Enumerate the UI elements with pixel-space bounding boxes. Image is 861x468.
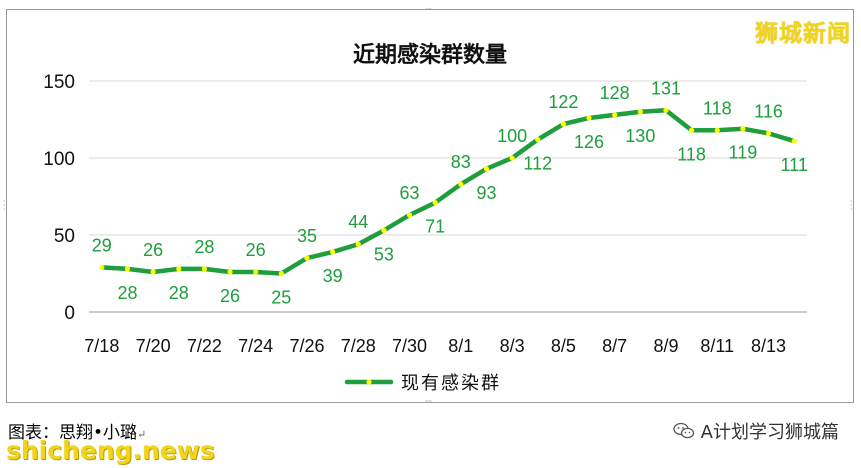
data-label: 116 (754, 101, 783, 121)
data-label: 119 (729, 143, 758, 163)
data-label: 83 (451, 152, 471, 172)
x-tick-label: 8/9 (653, 336, 678, 356)
line-chart: 近期感染群数量 0 50 100 150 7/18 7/20 7/22 7/24 7/26 7/28… (43, 42, 808, 393)
data-label: 26 (220, 286, 240, 306)
data-label: 100 (497, 126, 527, 146)
x-tick-label: 7/28 (341, 336, 376, 356)
data-point (150, 269, 156, 275)
data-point (227, 269, 233, 275)
data-point (253, 269, 259, 275)
data-point (304, 255, 310, 261)
data-label: 28 (169, 283, 189, 303)
chart-frame: 近期感染群数量 0 50 100 150 7/18 7/20 7/22 7/24 7/26 7/28… (3, 5, 854, 406)
data-point (740, 126, 746, 132)
x-tick-label: 8/11 (700, 336, 734, 356)
data-label: 63 (400, 183, 420, 203)
data-label: 28 (117, 283, 137, 303)
data-label: 44 (348, 212, 368, 232)
y-tick-label: 100 (43, 149, 75, 170)
x-tick-label: 8/5 (551, 336, 576, 356)
data-label: 25 (271, 288, 291, 308)
data-label: 93 (476, 183, 496, 203)
data-label: 118 (703, 98, 732, 118)
data-point (330, 249, 336, 255)
site-watermark: shicheng.news (6, 436, 215, 465)
return-mark-icon: ↵ (137, 428, 147, 441)
x-tick-label: 7/26 (289, 336, 324, 356)
legend-label: 现有感染群 (401, 373, 501, 393)
caption-text: 图表：思翔•小璐 (8, 423, 138, 443)
x-tick-label: 7/20 (136, 336, 171, 356)
x-tick-label: 8/1 (448, 336, 473, 356)
data-label: 131 (651, 78, 681, 98)
y-tick-label: 0 (64, 303, 75, 324)
data-point (99, 264, 105, 270)
data-label: 112 (523, 154, 552, 174)
x-tick-label: 8/3 (500, 336, 525, 356)
data-point (560, 121, 566, 127)
frame-handle-top[interactable]: ···· (425, 5, 432, 14)
data-label: 28 (194, 237, 214, 257)
data-label: 118 (677, 144, 706, 164)
x-tick-label: 8/7 (602, 336, 627, 356)
series-line (99, 108, 797, 276)
data-label: 126 (574, 132, 604, 152)
data-point (458, 181, 464, 187)
data-point (201, 266, 207, 272)
data-point (586, 115, 592, 121)
data-point (663, 107, 669, 113)
chart-caption: 图表：思翔•小璐↵ (8, 418, 146, 443)
data-point (176, 266, 182, 272)
data-label: 122 (548, 92, 578, 112)
data-point (612, 112, 618, 118)
data-label: 128 (600, 83, 630, 103)
x-tick-label: 7/30 (392, 336, 427, 356)
data-point (765, 130, 772, 136)
wechat-icon (673, 422, 695, 440)
data-label: 53 (374, 244, 394, 264)
account-attribution: A计划学习狮城篇 (673, 418, 839, 444)
data-label: 26 (246, 240, 266, 260)
data-point (432, 200, 438, 206)
data-point (355, 241, 361, 247)
data-label: 71 (425, 217, 445, 237)
data-label: 26 (143, 240, 163, 260)
data-point (381, 227, 387, 233)
data-label: 111 (780, 155, 807, 175)
data-point (535, 136, 541, 143)
data-point (406, 212, 413, 218)
x-tick-label: 7/24 (238, 336, 273, 356)
data-point (637, 109, 643, 115)
x-tick-label: 7/22 (187, 336, 222, 356)
data-point (509, 155, 515, 161)
frame-handle-bottom[interactable]: ···· (425, 397, 432, 406)
frame-handle-right[interactable]: · · · (850, 197, 853, 214)
brand-watermark: 狮城新闻 (755, 21, 851, 47)
data-point (714, 127, 720, 133)
data-point (483, 166, 490, 172)
data-label: 35 (297, 226, 317, 246)
chart-title: 近期感染群数量 (353, 42, 507, 67)
data-label: 29 (92, 235, 112, 255)
account-name: A计划学习狮城篇 (700, 422, 839, 443)
data-point (791, 138, 797, 144)
data-point (124, 266, 131, 272)
data-label: 39 (323, 266, 343, 286)
x-tick-label: 7/18 (84, 336, 119, 356)
data-point (689, 127, 695, 133)
y-tick-label: 150 (43, 72, 75, 93)
frame-handle-left[interactable]: · · · (3, 197, 6, 214)
y-tick-label: 50 (54, 226, 75, 247)
data-point (278, 270, 284, 277)
x-tick-label: 8/13 (751, 336, 786, 356)
data-label: 130 (625, 126, 655, 146)
legend-marker (366, 379, 372, 385)
